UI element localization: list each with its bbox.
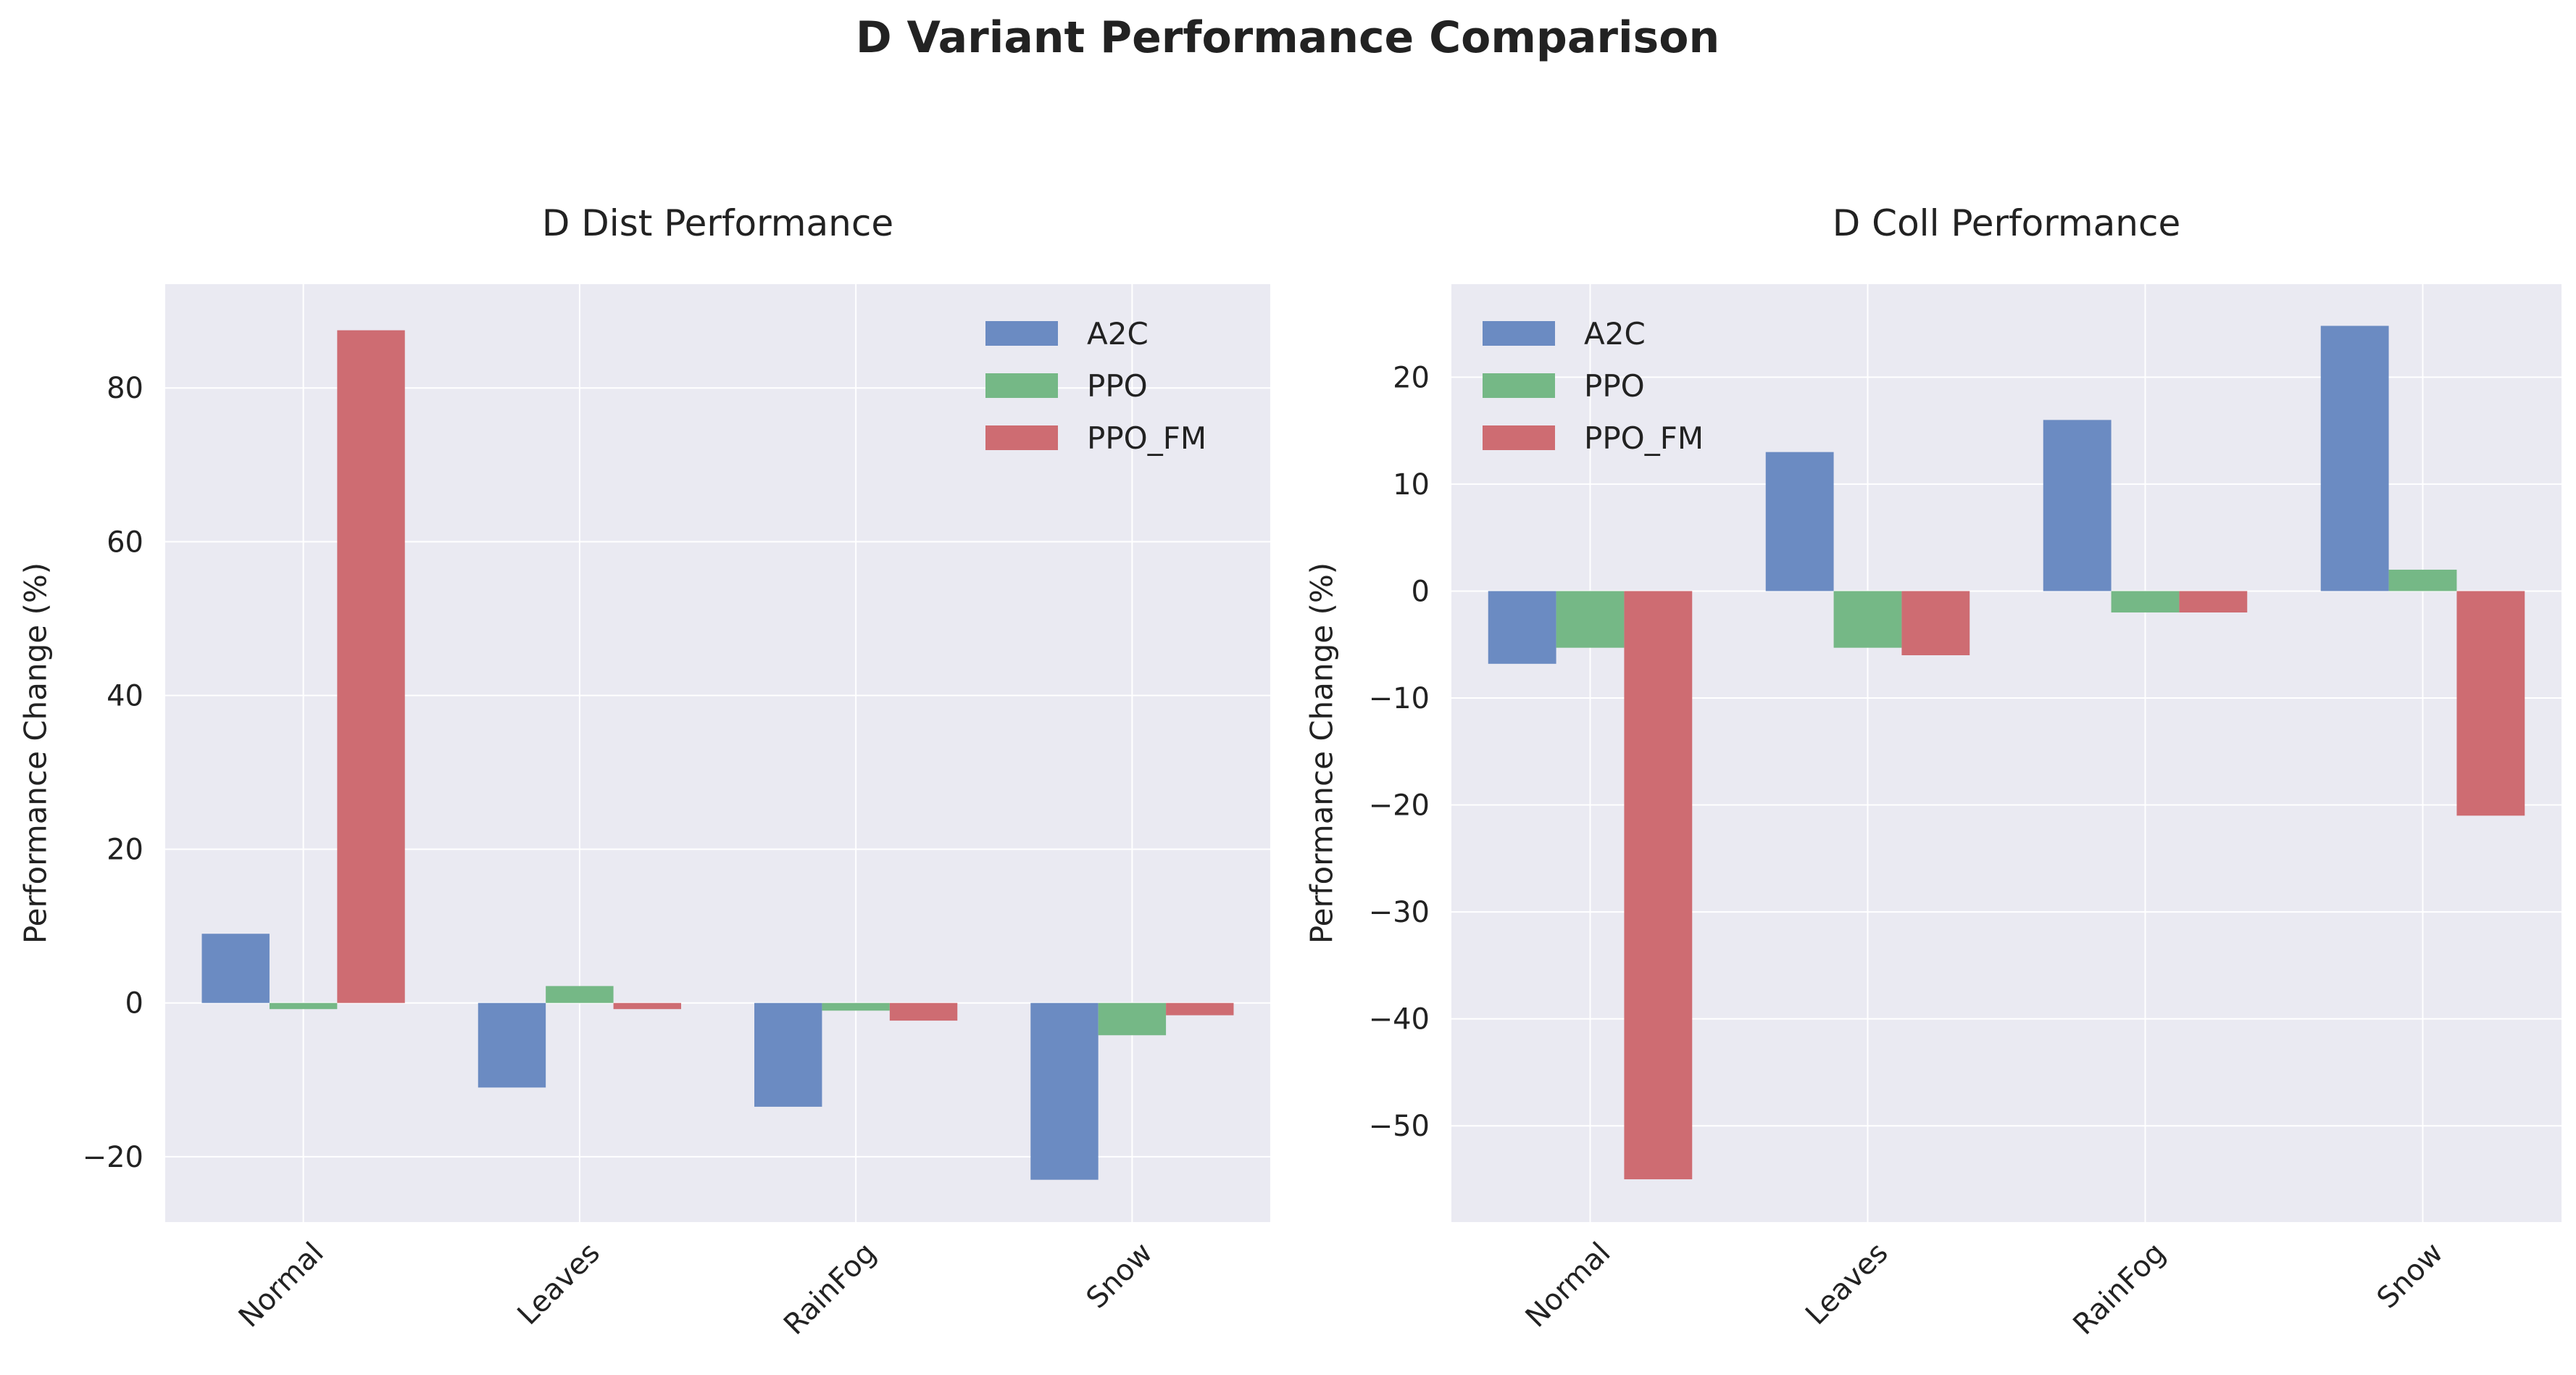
y-tick-label: −20 [1369,789,1430,823]
legend-label: A2C [1584,316,1646,352]
chart-coll: −50 −40 −30 −20 −10 0 10 20 Normal Leaves RainFog S… [1304,202,2562,1342]
y-tick-label: −50 [1369,1110,1430,1143]
bar-ppo-fm-rainfog [889,1002,958,1021]
legend: A2C PPO PPO_FM [1483,316,1704,456]
axes-title: D Dist Performance [542,202,893,244]
y-tick-label: −40 [1369,1003,1430,1037]
bar-ppo-rainfog [2111,591,2180,612]
legend-swatch-ppo-fm [1483,425,1555,450]
x-tick-label: Normal [233,1237,330,1334]
x-tick-label: Normal [1520,1237,1617,1334]
legend-label: PPO_FM [1584,420,1704,456]
legend-label: PPO [1087,368,1148,404]
bar-a2c-rainfog [2043,420,2112,591]
x-tick-label: Leaves [1799,1237,1894,1332]
bar-a2c-snow [1030,1002,1099,1180]
y-tick-label: 0 [125,987,143,1021]
bar-ppo-fm-rainfog [2179,591,2248,612]
bar-a2c-normal [1488,591,1556,664]
legend-swatch-a2c [985,321,1058,346]
bar-a2c-leaves [478,1002,546,1088]
y-tick-label: 20 [107,834,143,867]
chart-dist: −20 0 20 40 60 80 Normal Leaves RainFog Snow D Dis… [18,202,1270,1342]
legend-label: PPO [1584,368,1645,404]
legend-label: PPO_FM [1087,420,1206,456]
bar-ppo-fm-leaves [613,1002,681,1010]
y-tick-label: 0 [1412,575,1430,608]
y-tick-label: −30 [1369,896,1430,929]
bar-ppo-fm-leaves [1901,591,1970,655]
x-tick-label: Snow [1080,1237,1159,1316]
legend-swatch-a2c [1483,321,1555,346]
bar-a2c-normal [201,934,270,1003]
y-tick-label: −20 [83,1141,143,1174]
bar-ppo-leaves [546,986,614,1003]
bar-ppo-normal [1556,591,1625,648]
legend-swatch-ppo [1483,373,1555,398]
bar-ppo-fm-snow [2456,591,2525,816]
x-tick-label: Leaves [512,1237,607,1332]
bar-a2c-rainfog [754,1002,822,1107]
x-tick-label: Snow [2371,1237,2450,1316]
y-tick-label: 60 [107,526,143,559]
bar-a2c-snow [2320,325,2389,591]
y-tick-label: 40 [107,679,143,713]
legend-swatch-ppo [985,373,1058,398]
bar-ppo-fm-normal [337,330,405,1003]
y-axis-label: Performance Change (%) [1304,562,1340,944]
legend-swatch-ppo-fm [985,425,1058,450]
figure-title: D Variant Performance Comparison [856,12,1720,63]
axes-title: D Coll Performance [1833,202,2180,244]
x-tick-label: RainFog [2067,1237,2172,1342]
legend-label: A2C [1087,316,1149,352]
bar-ppo-snow [2388,569,2457,591]
y-tick-label: 80 [107,372,143,405]
y-axis-label: Performance Change (%) [18,562,54,944]
bar-ppo-rainfog [822,1002,890,1011]
y-tick-label: −10 [1369,682,1430,715]
y-tick-label: 20 [1393,361,1430,394]
bar-ppo-leaves [1833,591,1902,648]
bar-ppo-fm-snow [1166,1002,1234,1015]
bar-a2c-leaves [1765,452,1834,591]
x-tick-label: RainFog [778,1237,883,1342]
legend: A2C PPO PPO_FM [985,316,1206,456]
bar-ppo-snow [1098,1002,1167,1036]
y-tick-label: 10 [1393,468,1430,502]
bar-ppo-normal [269,1002,338,1010]
bar-ppo-fm-normal [1624,591,1693,1179]
